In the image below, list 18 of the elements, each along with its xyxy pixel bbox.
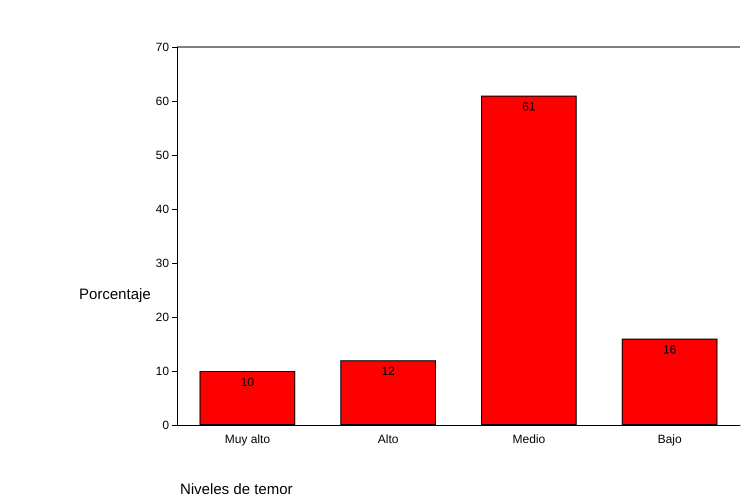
data-label: 61 <box>522 100 536 114</box>
y-tick-label: 20 <box>156 310 170 324</box>
y-tick-label: 50 <box>156 148 170 162</box>
y-tick-label: 30 <box>156 256 170 270</box>
y-tick-label: 60 <box>156 94 170 108</box>
y-tick-label: 70 <box>156 40 170 54</box>
data-label: 12 <box>381 364 396 378</box>
x-axis-title: Niveles de temor <box>180 481 293 498</box>
y-tick-label: 40 <box>156 202 170 216</box>
y-tick-label: 0 <box>162 418 170 432</box>
y-tick-label: 10 <box>156 364 170 378</box>
y-axis-title: Porcentaje <box>79 286 151 303</box>
x-tick-label: Medio <box>512 432 546 446</box>
x-tick-label: Muy alto <box>224 432 270 446</box>
x-tick-label: Alto <box>378 432 399 446</box>
data-label: 16 <box>662 342 677 357</box>
data-label: 10 <box>240 375 254 389</box>
x-tick-label: Bajo <box>658 432 682 446</box>
